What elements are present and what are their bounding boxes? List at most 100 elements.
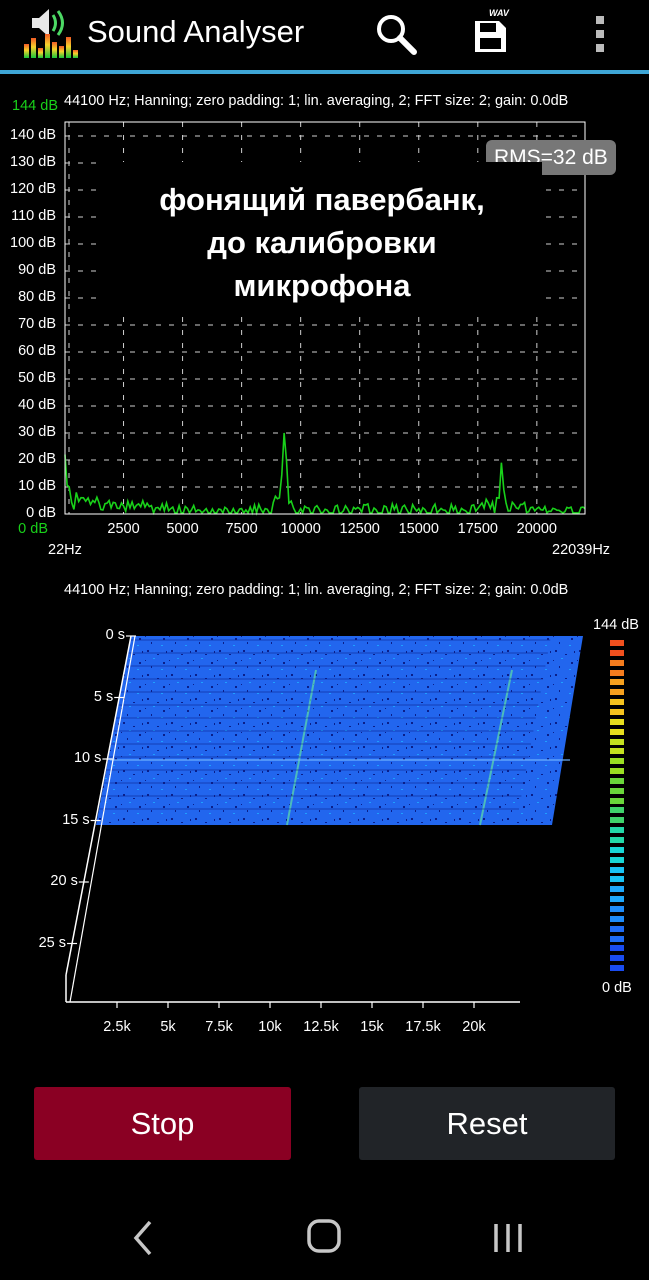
spectrogram-streak [286, 669, 317, 826]
spectrum-x-tick: 15000 [398, 521, 439, 537]
spectrogram-time-tick: 25 s [38, 934, 67, 951]
spectrum-y-tick: 70 dB [18, 316, 56, 332]
spectrum-info: 44100 Hz; Hanning; zero padding: 1; lin.… [64, 93, 569, 109]
spectrogram-freq-tick: 20k [462, 1019, 486, 1035]
spectrogram-freq-tick: 17.5k [405, 1019, 441, 1035]
color-scale-step [610, 866, 624, 873]
reset-button[interactable]: Reset [359, 1087, 615, 1160]
more-vert-icon[interactable] [572, 6, 628, 62]
color-scale-step [610, 758, 624, 765]
annotation-box [102, 162, 542, 317]
spectrum-y-tick: 90 dB [18, 262, 56, 278]
annotation-line-3: микрофона [233, 268, 411, 303]
color-scale-step [610, 935, 624, 942]
spectrum-y-tick: 40 dB [18, 397, 56, 413]
spectrum-x-tick: 20000 [516, 521, 557, 537]
spectrum-x-tick: 12500 [339, 521, 380, 537]
home-icon[interactable] [304, 1216, 344, 1261]
color-scale-step [610, 797, 624, 804]
app-bar-divider [0, 70, 649, 74]
annotation-text: фонящий павербанк, до калибровки микрофо… [102, 178, 542, 307]
color-scale [610, 640, 624, 975]
color-scale-step [610, 669, 624, 676]
spectrum-y-tick: 60 dB [18, 343, 56, 359]
spectrogram-info: 44100 Hz; Hanning; zero padding: 1; lin.… [64, 582, 569, 598]
color-scale-step [610, 945, 624, 952]
recents-icon[interactable] [488, 1218, 528, 1263]
spectrum-y-tick: 120 dB [10, 181, 56, 197]
color-scale-step [610, 807, 624, 814]
color-scale-step [610, 659, 624, 666]
spectrogram-freq-tick: 12.5k [303, 1019, 339, 1035]
color-scale-step [610, 886, 624, 893]
annotation-line-2: до калибровки [207, 225, 437, 260]
color-scale-step [610, 748, 624, 755]
spectrum-x-tick: 5000 [166, 521, 199, 537]
spectrum-y-tick: 100 dB [10, 235, 56, 251]
color-scale-step [610, 718, 624, 725]
spectrogram-freq-tick: 5k [160, 1019, 176, 1035]
spectrogram-freq-tick: 10k [258, 1019, 282, 1035]
color-scale-step [610, 777, 624, 784]
scale-min-label: 0 dB [602, 980, 632, 996]
spectrogram-streak [479, 669, 513, 826]
spectrogram-freq-tick: 7.5k [205, 1019, 233, 1035]
color-scale-step [610, 768, 624, 775]
app-bar [0, 0, 649, 70]
stop-button[interactable]: Stop [34, 1087, 291, 1160]
scale-max-label: 144 dB [593, 617, 639, 633]
back-icon[interactable] [124, 1218, 160, 1263]
spectrum-min-label: 0 dB [18, 521, 48, 537]
color-scale-step [610, 640, 624, 646]
color-scale-step [610, 827, 624, 834]
color-scale-step [610, 689, 624, 696]
color-scale-step [610, 925, 624, 932]
spectrum-y-tick: 10 dB [18, 478, 56, 494]
spectrum-y-tick: 20 dB [18, 451, 56, 467]
save-wav-icon[interactable] [462, 6, 518, 62]
system-nav-bar [0, 1180, 649, 1280]
spectrum-x-tick: 17500 [457, 521, 498, 537]
color-scale-step [610, 955, 624, 962]
color-scale-step [610, 679, 624, 686]
color-scale-step [610, 846, 624, 853]
search-icon[interactable] [368, 6, 424, 62]
spectrum-y-tick: 50 dB [18, 370, 56, 386]
color-scale-step [610, 787, 624, 794]
spectrum-y-tick: 30 dB [18, 424, 56, 440]
spectrum-x-tick: 7500 [225, 521, 258, 537]
spectrogram-3d[interactable] [0, 600, 649, 1040]
spectrum-y-tick: 0 dB [26, 505, 56, 521]
spectrum-y-tick: 130 dB [10, 154, 56, 170]
color-scale-step [610, 837, 624, 843]
spectrogram-freq-tick: 2.5k [103, 1019, 131, 1035]
spectrum-y-tick: 140 dB [10, 127, 56, 143]
spectrogram-time-tick: 0 s [105, 627, 125, 643]
color-scale-step [610, 965, 624, 972]
spectrogram-time-tick: 20 s [50, 873, 78, 889]
spectrogram-freq-tick: 15k [360, 1019, 384, 1035]
color-scale-step [610, 915, 624, 922]
wav-label: WAV [489, 8, 509, 18]
color-scale-step [610, 905, 624, 912]
spectrum-trace [64, 432, 586, 517]
color-scale-step [610, 817, 624, 824]
color-scale-step [610, 738, 624, 745]
spectrum-x-start: 22Hz [48, 542, 82, 558]
spectrogram-time-tick: 15 s [62, 811, 90, 828]
color-scale-step [610, 708, 624, 715]
spectrogram-time-tick: 10 s [73, 750, 102, 766]
spectrum-x-tick: 2500 [107, 521, 140, 537]
spectrum-y-tick: 80 dB [18, 289, 56, 305]
spectrum-x-tick: 10000 [280, 521, 321, 537]
color-scale-step [610, 649, 624, 656]
color-scale-step [610, 876, 624, 883]
color-scale-step [610, 728, 624, 735]
spectrogram-time-tick: 5 s [93, 688, 114, 705]
color-scale-step [610, 896, 624, 903]
speaker-levels-icon [18, 4, 80, 62]
app-title: Sound Analyser [87, 14, 305, 49]
color-scale-step [610, 699, 624, 706]
annotation-line-1: фонящий павербанк, [159, 182, 485, 217]
spectrum-max-label: 144 dB [12, 98, 58, 114]
